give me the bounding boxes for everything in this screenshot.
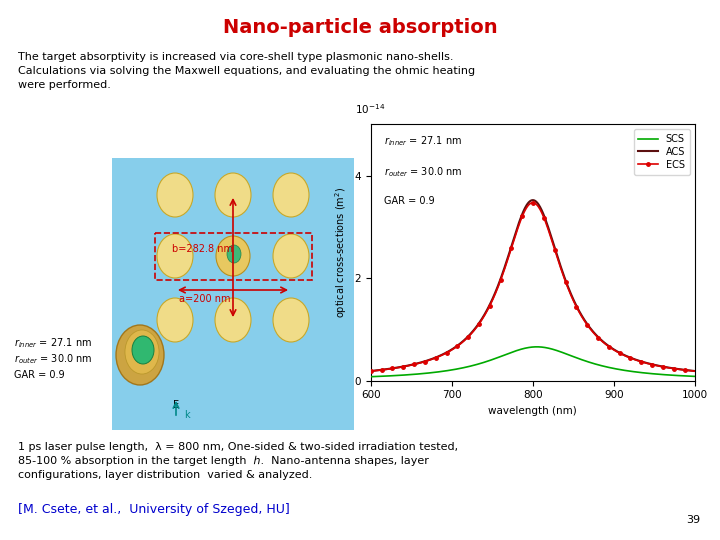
Text: GAR = 0.9: GAR = 0.9 [384,196,434,206]
ACS [583,321,592,328]
Text: a=200 nm: a=200 nm [179,294,230,304]
Line: SCS: SCS [371,347,695,377]
Text: 1 ps laser pulse length,  λ = 800 nm, One-sided & two-sided irradiation tested,
: 1 ps laser pulse length, λ = 800 nm, One… [18,442,458,480]
Text: $10^{-14}$: $10^{-14}$ [355,102,384,116]
Ellipse shape [216,236,250,276]
ACS [424,357,433,363]
ECS [450,345,459,352]
ACS [690,368,699,374]
ECS [558,269,567,276]
ACS [558,268,567,274]
Text: k: k [184,410,189,420]
ECS [528,199,537,206]
ECS [690,368,699,374]
Ellipse shape [215,173,251,217]
Text: GAR = 0.9: GAR = 0.9 [14,370,65,380]
Ellipse shape [116,325,164,385]
Text: b=282.8 nm: b=282.8 nm [172,244,233,254]
Text: 39: 39 [686,515,700,525]
ACS [611,347,620,354]
Ellipse shape [273,298,309,342]
X-axis label: wavelength (nm): wavelength (nm) [488,406,577,416]
SCS [558,349,567,356]
ACS [513,224,522,231]
SCS [424,370,433,376]
ECS [513,226,522,233]
Ellipse shape [157,173,193,217]
Text: $r_{inner}$ = 27.1 nm: $r_{inner}$ = 27.1 nm [14,336,92,350]
Ellipse shape [132,336,154,364]
Line: ECS: ECS [369,201,696,373]
ACS [450,345,459,351]
SCS [611,366,620,372]
Ellipse shape [215,298,251,342]
Y-axis label: optical cross-sections (m$^2$): optical cross-sections (m$^2$) [333,187,349,318]
SCS [690,373,699,380]
Ellipse shape [273,234,309,278]
SCS [533,343,541,350]
ECS [611,348,620,354]
Text: $r_{inner}$ = 27.1 nm: $r_{inner}$ = 27.1 nm [384,134,462,149]
SCS [366,374,375,380]
Text: The target absorptivity is increased via core-shell type plasmonic nano-shells.
: The target absorptivity is increased via… [18,52,475,90]
Text: $r_{outer}$ = 30.0 nm: $r_{outer}$ = 30.0 nm [14,352,93,366]
SCS [513,347,522,354]
Text: E: E [173,400,179,410]
ECS [424,357,433,364]
Text: Nano-particle absorption: Nano-particle absorption [222,18,498,37]
ACS [528,197,537,204]
Text: [M. Csete, et al.,  University of Szeged, HU]: [M. Csete, et al., University of Szeged,… [18,503,289,516]
Text: $r_{outer}$ = 30.0 nm: $r_{outer}$ = 30.0 nm [384,165,462,179]
Ellipse shape [157,234,193,278]
Legend: SCS, ACS, ECS: SCS, ACS, ECS [634,129,690,174]
ECS [583,322,592,329]
Ellipse shape [273,173,309,217]
ECS [366,368,375,374]
Line: ACS: ACS [371,200,695,371]
SCS [450,366,459,373]
SCS [583,359,592,365]
ACS [366,368,375,374]
FancyBboxPatch shape [112,158,354,430]
Ellipse shape [125,330,159,374]
Ellipse shape [227,245,241,263]
Ellipse shape [157,298,193,342]
